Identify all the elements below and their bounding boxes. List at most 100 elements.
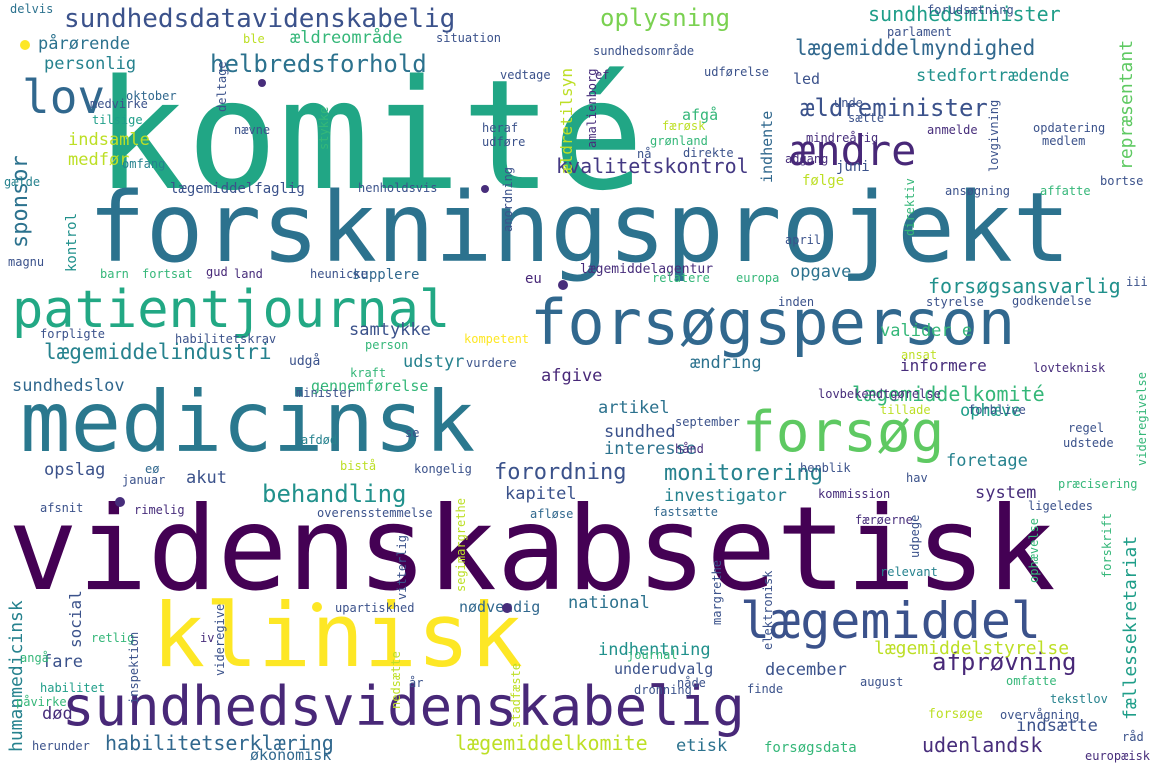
cloud-word: samtykke — [349, 320, 431, 340]
cloud-word: præcisering — [1058, 477, 1138, 491]
cloud-word: ophævelse — [1027, 517, 1041, 583]
cloud-word: sundhedsområde — [593, 44, 695, 58]
cloud-word: videregive — [213, 603, 227, 676]
cloud-word: godkendelse — [1012, 294, 1092, 308]
cloud-word: klinisk — [152, 584, 523, 687]
cloud-word: forskrift — [1100, 512, 1114, 578]
cloud-word: forsøgsperson — [530, 286, 1016, 359]
cloud-word: bortse — [1100, 174, 1144, 188]
cloud-word: opslag — [44, 460, 106, 480]
cloud-word: kompetent — [464, 332, 530, 346]
cloud-word: kommission — [818, 487, 891, 501]
cloud-word: ældretilsyn — [557, 68, 576, 174]
cloud-word: indsamle — [68, 130, 150, 150]
cloud-word: situation — [436, 31, 502, 45]
cloud-word: juni — [836, 159, 870, 175]
cloud-word: råd — [1122, 730, 1144, 744]
cloud-word: lægemiddelkomite — [455, 731, 648, 755]
cloud-word: sponsor — [8, 155, 33, 248]
cloud-word: artikel — [598, 398, 670, 418]
cloud-word: færøsk — [662, 119, 706, 133]
cloud-word: henblik — [800, 461, 851, 475]
cloud-word: vedtage — [500, 68, 551, 82]
cloud-word: kongelig — [414, 462, 472, 476]
cloud-word: fastsætte — [653, 505, 719, 519]
cloud-word: habilitet — [40, 681, 106, 695]
cloud-word: tilsige — [92, 113, 143, 127]
cloud-word: forudsætning — [927, 3, 1014, 17]
cloud-word: akut — [186, 468, 227, 488]
cloud-word: lægemiddelmyndighed — [795, 36, 1036, 60]
cloud-word: tillade — [880, 403, 931, 417]
cloud-word: iv — [200, 631, 215, 645]
cloud-word: heraf — [482, 121, 519, 135]
cloud-word: habilitetskrav — [175, 332, 277, 346]
cloud-word: repræsentant — [1116, 39, 1137, 170]
cloud-word: stedfortrædende — [916, 66, 1070, 86]
cloud-word: medicinsk — [20, 373, 476, 471]
cloud-word: foretage — [946, 451, 1028, 471]
cloud-word: iii — [1126, 275, 1148, 289]
cloud-word: kapitel — [505, 484, 577, 504]
cloud-word: behandling — [262, 480, 407, 508]
cloud-word: anordning — [501, 166, 515, 232]
cloud-word: lægemiddelindustri — [44, 340, 272, 364]
cloud-word: social — [66, 590, 85, 648]
cloud-word: oplysning — [600, 4, 731, 32]
cloud-word: hav — [906, 471, 928, 485]
cloud-word: eu — [525, 271, 542, 287]
cloud-word: tekstlov — [1050, 692, 1108, 706]
cloud-word: december — [765, 660, 847, 680]
cloud-word: september — [675, 415, 741, 429]
cloud-word: lovbekendtgørelse — [818, 387, 941, 401]
cloud-word: dronning — [634, 683, 692, 697]
cloud-word: national — [568, 593, 650, 613]
cloud-word: udgå — [289, 354, 321, 369]
cloud-word: sundhed — [604, 422, 676, 442]
cloud-word: afgive — [541, 366, 603, 386]
cloud-word: ændre — [790, 126, 917, 175]
cloud-word: medfør — [68, 150, 130, 170]
cloud-word: gud — [206, 265, 228, 279]
cloud-word: fare — [42, 652, 83, 672]
cloud-word: stadfæste — [509, 662, 523, 728]
cloud-word: europæisk — [1085, 749, 1151, 763]
cloud-word: sætte — [848, 111, 885, 125]
cloud-word: lovteknisk — [1033, 361, 1106, 375]
cloud-word: udstede — [1063, 436, 1114, 450]
cloud-word: fortsat — [142, 267, 193, 281]
cloud-word: parlament — [887, 25, 953, 39]
cloud-word: grønland — [650, 134, 708, 148]
cloud-word: styrelse — [926, 295, 984, 309]
cloud-word: magnu — [8, 255, 45, 269]
cloud-word: se — [405, 426, 420, 440]
cloud-word: nedsætte — [389, 651, 403, 709]
cloud-word: direktiv — [903, 178, 917, 236]
dot — [20, 40, 30, 50]
cloud-word: anmelde — [927, 123, 978, 137]
cloud-word: komité — [95, 47, 645, 224]
cloud-word: eø — [145, 462, 160, 476]
cloud-word: overvågning — [1000, 708, 1080, 722]
cloud-word: monitorering — [664, 461, 823, 486]
cloud-word: kontrol — [64, 212, 80, 272]
cloud-word: videnskabsetisk — [8, 482, 1056, 617]
cloud-word: delvis — [10, 2, 54, 16]
cloud-word: gennemførelse — [311, 377, 429, 395]
cloud-word: opdatering — [1033, 121, 1106, 135]
cloud-word: direkte — [683, 146, 734, 160]
cloud-word: etisk — [676, 736, 728, 756]
cloud-word: nå — [637, 147, 652, 161]
cloud-word: nævne — [234, 123, 271, 137]
cloud-word: vitterlig — [395, 534, 409, 600]
cloud-word: videregivelse — [1135, 372, 1149, 466]
cloud-word: omfang — [122, 157, 166, 171]
cloud-word: retlig — [91, 631, 135, 645]
cloud-word: overensstemmelse — [317, 506, 433, 520]
cloud-word: ældreminister — [800, 94, 988, 122]
cloud-word: personlig — [44, 54, 137, 74]
cloud-word: udstyr — [403, 352, 465, 372]
cloud-word: kvalitetskontrol — [556, 154, 749, 178]
cloud-word: led — [793, 70, 821, 88]
